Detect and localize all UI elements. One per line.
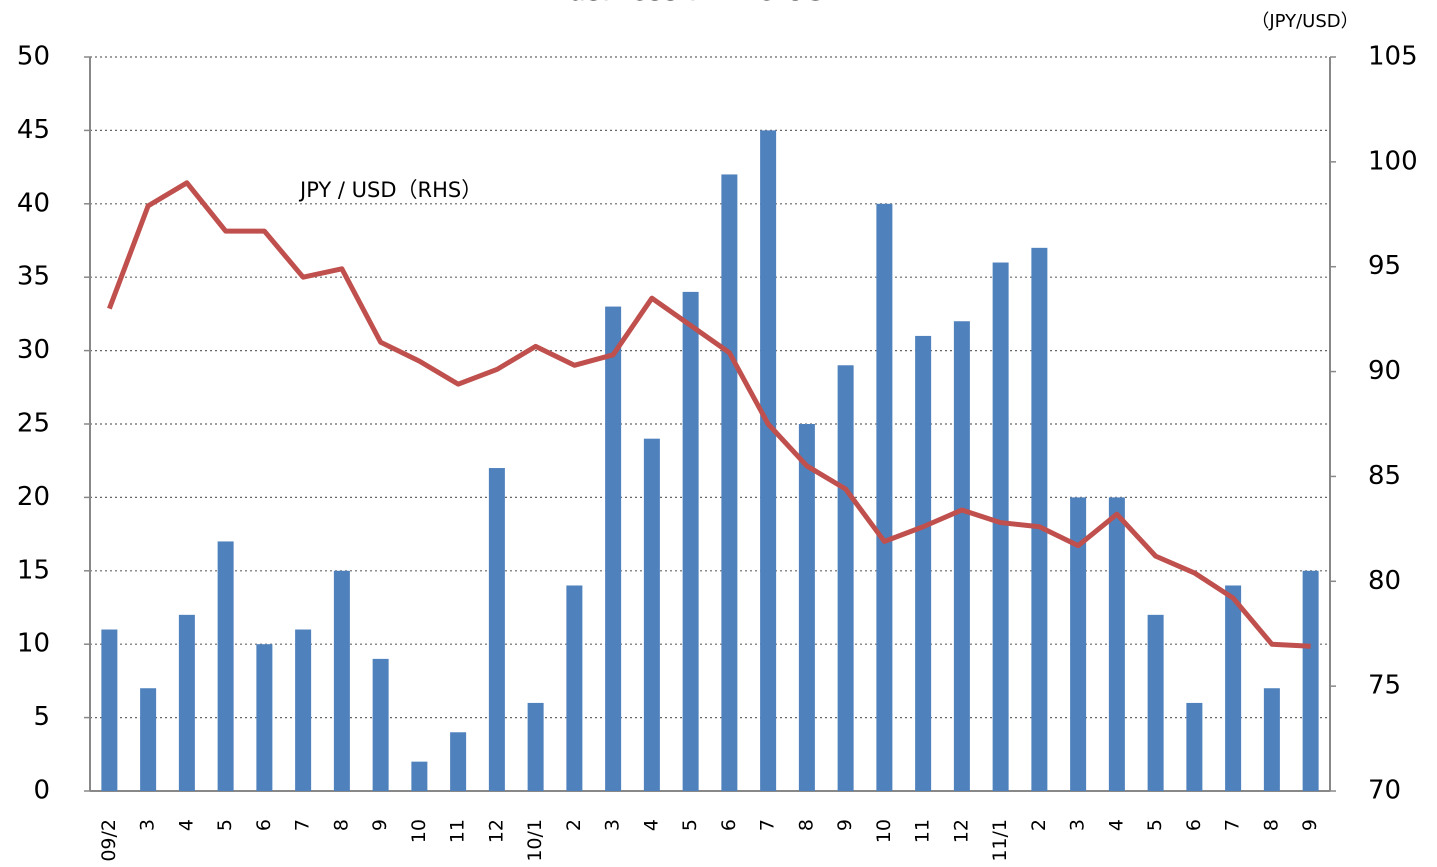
bar: [488, 468, 505, 791]
bar: [605, 306, 622, 791]
y2-tick-label: 75: [1368, 671, 1401, 701]
x-tick-label: 5: [1144, 819, 1166, 831]
x-tick-label: 7: [757, 819, 779, 831]
annotation: JPY / USD（RHS）: [298, 178, 482, 202]
x-tick-label: 11: [912, 819, 934, 843]
x-tick-label: 09/2: [98, 819, 120, 862]
bar: [295, 629, 312, 791]
bar: [178, 614, 195, 791]
bar: [1147, 614, 1164, 791]
chart-title: Business in the US: [547, 0, 825, 8]
x-tick-label: 11: [447, 819, 469, 843]
bar: [1225, 585, 1242, 791]
bar: [140, 688, 157, 791]
x-tick-label: 2: [563, 819, 585, 831]
bar: [333, 570, 350, 791]
bar: [1031, 247, 1048, 792]
x-tick-label: 9: [369, 819, 391, 831]
x-tick-label: 7: [292, 819, 314, 831]
x-tick-label: 6: [718, 819, 740, 831]
x-tick-label: 7: [1222, 819, 1244, 831]
x-tick-label: 3: [602, 819, 624, 831]
x-tick-label: 5: [214, 819, 236, 831]
y-tick-label: 0: [33, 776, 50, 806]
y2-tick-label: 90: [1368, 356, 1401, 386]
x-tick-label: 10/1: [524, 819, 546, 862]
x-tick-label: 8: [795, 819, 817, 831]
x-tick-label: 4: [640, 819, 662, 831]
x-tick-label: 6: [1183, 819, 1205, 831]
bar: [450, 732, 467, 791]
bar: [1263, 688, 1280, 791]
bar: [876, 203, 893, 792]
y-tick-label: 15: [17, 555, 50, 585]
bar: [411, 761, 428, 791]
bar: [101, 629, 118, 791]
y-tick-label: 40: [17, 188, 50, 218]
x-tick-label: 10: [873, 819, 895, 843]
bar: [915, 335, 932, 791]
y2-tick-label: 85: [1368, 461, 1401, 491]
x-tick-label: 3: [137, 819, 159, 831]
y2-tick-label: 100: [1368, 146, 1418, 176]
bar: [798, 424, 815, 791]
x-tick-label: 2: [1028, 819, 1050, 831]
y2-tick-label: 95: [1368, 251, 1401, 281]
y-tick-label: 5: [33, 702, 50, 732]
x-tick-label: 9: [1299, 819, 1321, 831]
y-tick-label: 20: [17, 482, 50, 512]
bar: [953, 321, 970, 791]
bar: [256, 644, 273, 791]
bar: [527, 702, 544, 791]
x-tick-label: 11/1: [989, 819, 1011, 862]
bar: [682, 291, 699, 791]
y-tick-label: 25: [17, 409, 50, 439]
y2-tick-label: 105: [1368, 42, 1418, 72]
bar: [1186, 702, 1203, 791]
y-tick-label: 35: [17, 262, 50, 292]
bar: [566, 585, 583, 791]
x-tick-label: 5: [679, 819, 701, 831]
y-tick-label: 30: [17, 335, 50, 365]
bar: [372, 658, 389, 791]
bar: [992, 262, 1009, 791]
x-tick-label: 10: [408, 819, 430, 843]
bar: [1302, 570, 1319, 791]
y2-tick-label: 80: [1368, 566, 1401, 596]
bar: [643, 438, 660, 791]
bar: [760, 130, 777, 791]
x-tick-label: 4: [175, 819, 197, 831]
line: [107, 180, 1311, 649]
y-tick-label: 45: [17, 115, 50, 145]
x-tick-label: 6: [253, 819, 275, 831]
x-tick-label: 8: [1260, 819, 1282, 831]
bar: [1108, 497, 1125, 791]
x-tick-label: 3: [1067, 819, 1089, 831]
x-tick-label: 12: [950, 819, 972, 843]
bar: [1070, 497, 1087, 791]
x-tick-label: 4: [1105, 819, 1127, 831]
y-tick-label: 10: [17, 629, 50, 659]
x-tick-label: 8: [330, 819, 352, 831]
x-tick-label: 9: [834, 819, 856, 831]
y2-axis-label: （JPY/USD）: [1251, 11, 1358, 32]
bar: [837, 365, 854, 791]
y2-tick-label: 70: [1368, 776, 1401, 806]
y-tick-label: 50: [17, 42, 50, 72]
bar: [721, 174, 738, 791]
x-tick-label: 12: [485, 819, 507, 843]
bar: [217, 541, 234, 791]
